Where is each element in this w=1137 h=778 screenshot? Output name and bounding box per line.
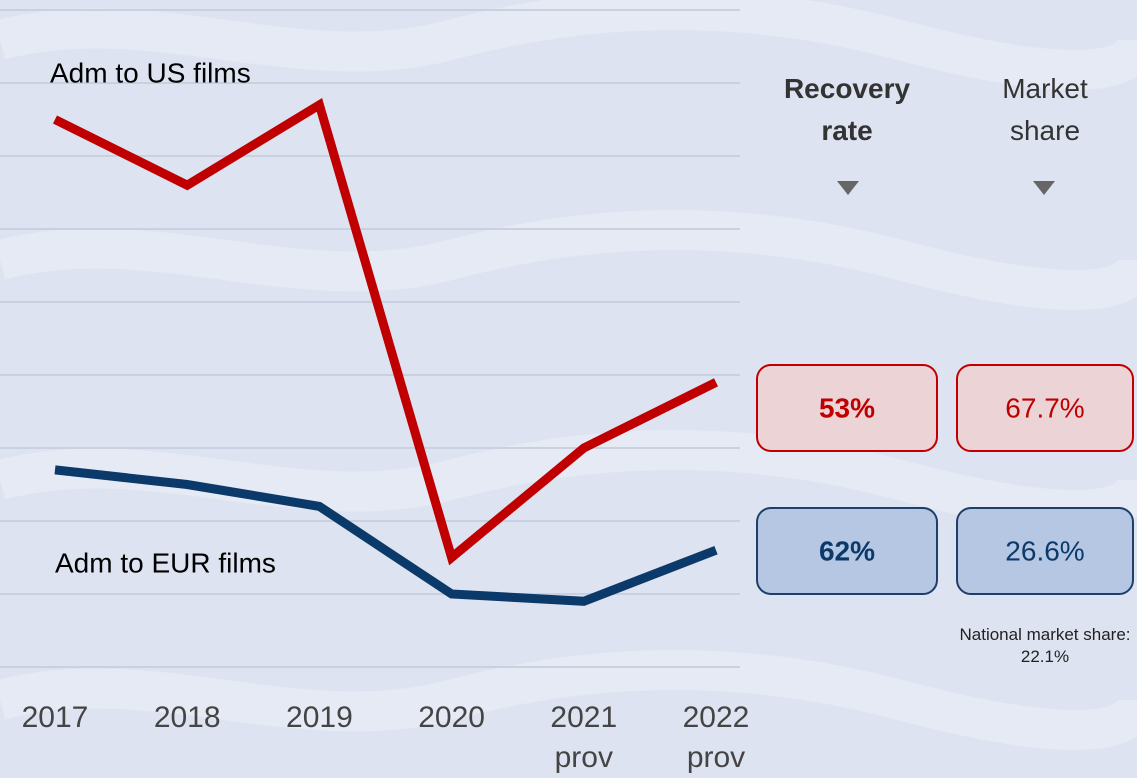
background-waves	[0, 0, 1137, 750]
series-line	[52, 98, 719, 566]
lines	[52, 98, 719, 606]
x-tick-label: 2019	[286, 701, 353, 734]
cell: 53%	[819, 392, 875, 423]
box	[756, 364, 938, 452]
series-label: Adm to EUR films	[55, 547, 276, 578]
header: Recovery rate	[783, 73, 911, 146]
x-tick-label: 2018	[153, 701, 221, 734]
note: National market share: 22.1%	[959, 625, 1131, 666]
cell: 67.7%	[1005, 392, 1084, 423]
x-tick-label: 2017	[21, 701, 89, 734]
x-tick-label: 2020	[418, 701, 485, 734]
box	[956, 364, 1134, 452]
box	[956, 507, 1134, 595]
header: Market share	[1002, 73, 1088, 146]
series-label: Adm to US films	[50, 57, 251, 88]
cell: 26.6%	[1005, 535, 1084, 566]
arrow	[1033, 181, 1055, 195]
x-tick-label: 2021 prov	[550, 701, 618, 774]
box	[756, 507, 938, 595]
arrow	[837, 181, 859, 195]
cell: 62%	[819, 535, 875, 566]
series-line	[54, 465, 718, 606]
x-tick-label: 2022 prov	[682, 701, 750, 774]
